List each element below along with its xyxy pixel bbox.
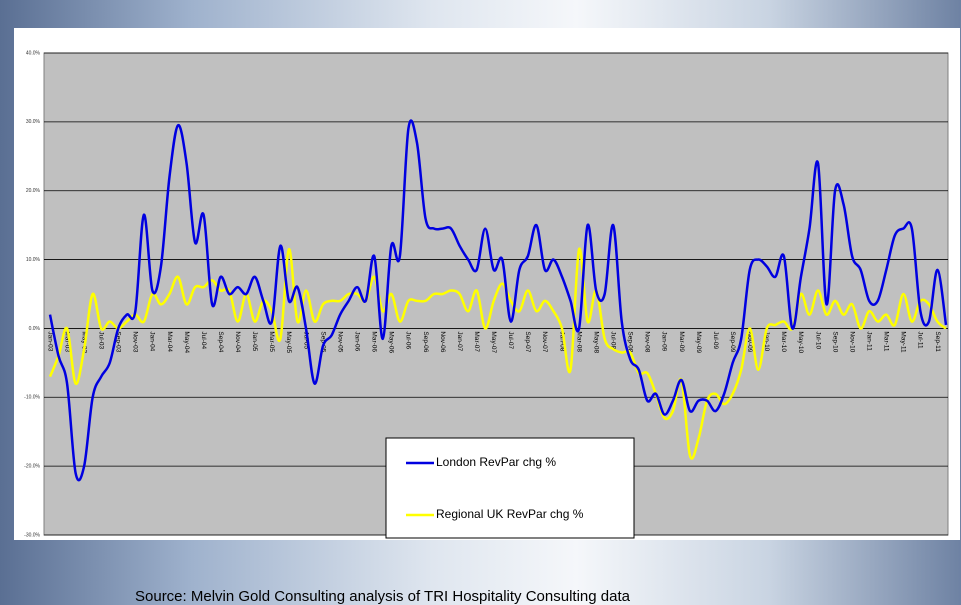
x-tick-label: May-07 bbox=[490, 331, 497, 353]
lines bbox=[48, 119, 948, 482]
x-tick-label: Jan-04 bbox=[149, 331, 156, 351]
x-tick-label: Jul-04 bbox=[200, 331, 207, 349]
y-tick-label: 40.0% bbox=[26, 50, 41, 56]
x-tick-label: Mar-03 bbox=[63, 331, 70, 352]
x-tick-label: Jul-07 bbox=[507, 331, 514, 349]
x-tick-label: Mar-06 bbox=[371, 331, 378, 352]
x-tick-label: Nov-06 bbox=[439, 331, 446, 352]
x-tick-label: Nov-07 bbox=[541, 331, 548, 352]
x-tick-label: Mar-09 bbox=[678, 331, 685, 352]
x-tick-label: Nov-08 bbox=[644, 331, 651, 352]
x-tick-label: Nov-03 bbox=[132, 331, 139, 352]
x-tick-label: Jan-11 bbox=[865, 331, 872, 351]
x-tick-label: Jul-10 bbox=[814, 331, 821, 349]
x-tick-label: Sep-09 bbox=[729, 331, 736, 352]
x-tick-label: Mar-11 bbox=[883, 331, 890, 351]
x-tick-label: Jul-11 bbox=[917, 331, 924, 349]
grid: 40.0% 30.0% 20.0% 10.0% 0.0% -10.0% -20.0% -30.… bbox=[24, 50, 948, 538]
x-tick-label: May-03 bbox=[80, 331, 87, 353]
y-tick-label: 30.0% bbox=[26, 119, 41, 125]
x-tick-label: Sep-08 bbox=[627, 331, 634, 352]
y-tick-label: 10.0% bbox=[26, 257, 41, 263]
x-tick-label: Nov-09 bbox=[746, 331, 753, 352]
x-tick-label: Nov-10 bbox=[848, 331, 855, 352]
x-tick-label: Jan-07 bbox=[456, 331, 463, 351]
x-tick-label: Mar-10 bbox=[780, 331, 787, 352]
y-tick-label: -20.0% bbox=[24, 463, 40, 469]
x-tick-label: May-05 bbox=[285, 331, 292, 353]
y-tick-label: 0.0% bbox=[29, 326, 41, 332]
x-tick-label: May-06 bbox=[388, 331, 395, 353]
y-tick-label: 20.0% bbox=[26, 188, 41, 194]
x-tick-label: Jan-10 bbox=[763, 331, 770, 351]
x-tick-label: Jan-06 bbox=[353, 331, 360, 351]
x-axis: Jan-03 Mar-03 May-03 Jul-03 Sep-03 Nov-03 Jan-… bbox=[46, 331, 940, 353]
x-tick-label: May-04 bbox=[183, 331, 190, 353]
x-tick-label: Jul-05 bbox=[302, 331, 309, 349]
x-tick-label: Mar-04 bbox=[166, 331, 173, 352]
x-tick-label: Jan-09 bbox=[661, 331, 668, 351]
x-tick-label: Jan-03 bbox=[46, 331, 53, 351]
x-tick-label: Nov-05 bbox=[336, 331, 343, 352]
x-tick-label: Sep-03 bbox=[115, 331, 122, 352]
x-tick-label: May-11 bbox=[900, 331, 907, 353]
x-tick-label: Sep-10 bbox=[831, 331, 838, 352]
x-tick-label: Jul-08 bbox=[609, 331, 616, 349]
x-tick-label: Sep-11 bbox=[934, 331, 941, 352]
x-tick-label: Mar-07 bbox=[473, 331, 480, 352]
x-tick-label: May-10 bbox=[797, 331, 804, 353]
x-tick-label: May-09 bbox=[695, 331, 702, 353]
x-tick-label: Sep-04 bbox=[217, 331, 224, 352]
legend-box bbox=[385, 437, 635, 539]
x-tick-label: Mar-08 bbox=[575, 331, 582, 352]
legend-label: London RevPar chg % bbox=[436, 455, 556, 469]
x-tick-label: Jan-08 bbox=[558, 331, 565, 351]
x-tick-label: Sep-05 bbox=[319, 331, 326, 352]
x-tick-label: Jul-09 bbox=[712, 331, 719, 349]
x-tick-label: Jul-06 bbox=[405, 331, 412, 349]
legend-label: Regional UK RevPar chg % bbox=[436, 507, 584, 521]
source-note: Source: Melvin Gold Consulting analysis … bbox=[135, 588, 631, 605]
x-tick-label: Nov-04 bbox=[234, 331, 241, 352]
x-tick-label: Sep-07 bbox=[524, 331, 531, 352]
x-tick-label: Jul-03 bbox=[97, 331, 104, 349]
legend: London RevPar chg % Regional UK RevPar ch… bbox=[385, 437, 635, 539]
x-tick-label: May-08 bbox=[592, 331, 599, 353]
x-tick-label: Sep-06 bbox=[422, 331, 429, 352]
y-tick-label: -30.0% bbox=[24, 532, 40, 538]
y-tick-label: -10.0% bbox=[24, 395, 40, 401]
series-line bbox=[48, 119, 948, 482]
x-tick-label: Mar-05 bbox=[268, 331, 275, 352]
x-tick-label: Jan-05 bbox=[251, 331, 258, 351]
